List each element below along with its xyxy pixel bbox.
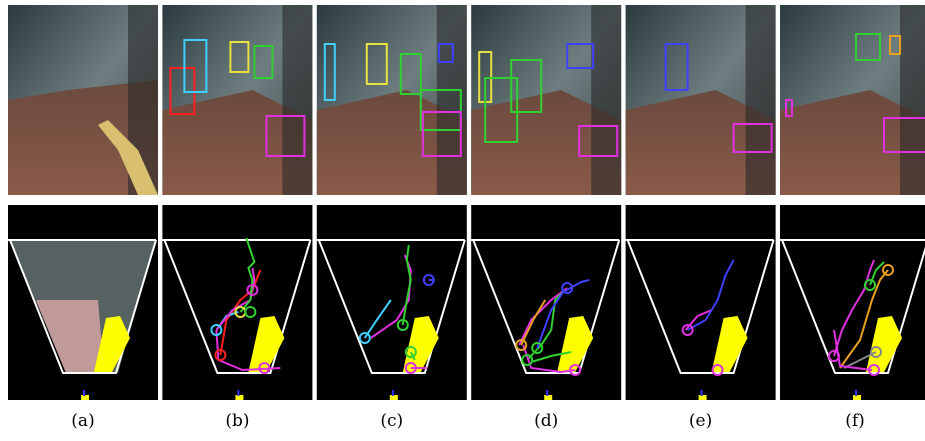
panel: (e) xyxy=(626,5,776,431)
camera-marker xyxy=(546,390,548,396)
top-view-map xyxy=(317,205,467,400)
camera-image xyxy=(8,5,158,195)
camera-image xyxy=(780,5,925,195)
top-view-map xyxy=(8,205,158,400)
map-bg xyxy=(780,205,925,400)
panel-label: (e) xyxy=(689,411,712,431)
panel-label: (f) xyxy=(845,411,865,431)
camera-image xyxy=(626,5,776,195)
panel-label: (d) xyxy=(534,411,558,431)
camera-marker xyxy=(701,390,703,396)
curb xyxy=(746,5,776,195)
panel: (c) xyxy=(317,5,467,431)
curb xyxy=(437,5,467,195)
map-bg xyxy=(162,205,312,400)
camera-image xyxy=(162,5,312,195)
panel: (d) xyxy=(471,5,621,431)
camera-marker xyxy=(855,390,857,396)
camera-marker xyxy=(392,390,394,396)
panel: (f) xyxy=(780,5,925,431)
camera-marker xyxy=(83,390,85,396)
figure: (a) (b) (c) (d) (e) (f) xyxy=(0,0,925,441)
camera-image xyxy=(317,5,467,195)
top-view-map xyxy=(471,205,621,400)
camera-marker xyxy=(237,390,239,396)
camera-image xyxy=(471,5,621,195)
top-view-map xyxy=(162,205,312,400)
curb xyxy=(591,5,621,195)
curb xyxy=(282,5,312,195)
panel-label: (c) xyxy=(380,411,403,431)
panel: (b) xyxy=(162,5,312,431)
panel-label: (b) xyxy=(225,411,249,431)
top-view-map xyxy=(780,205,925,400)
top-view-map xyxy=(626,205,776,400)
curb xyxy=(900,5,925,195)
map-bg xyxy=(626,205,776,400)
map-bg xyxy=(317,205,467,400)
panel-label: (a) xyxy=(71,411,94,431)
panel: (a) xyxy=(8,5,158,431)
